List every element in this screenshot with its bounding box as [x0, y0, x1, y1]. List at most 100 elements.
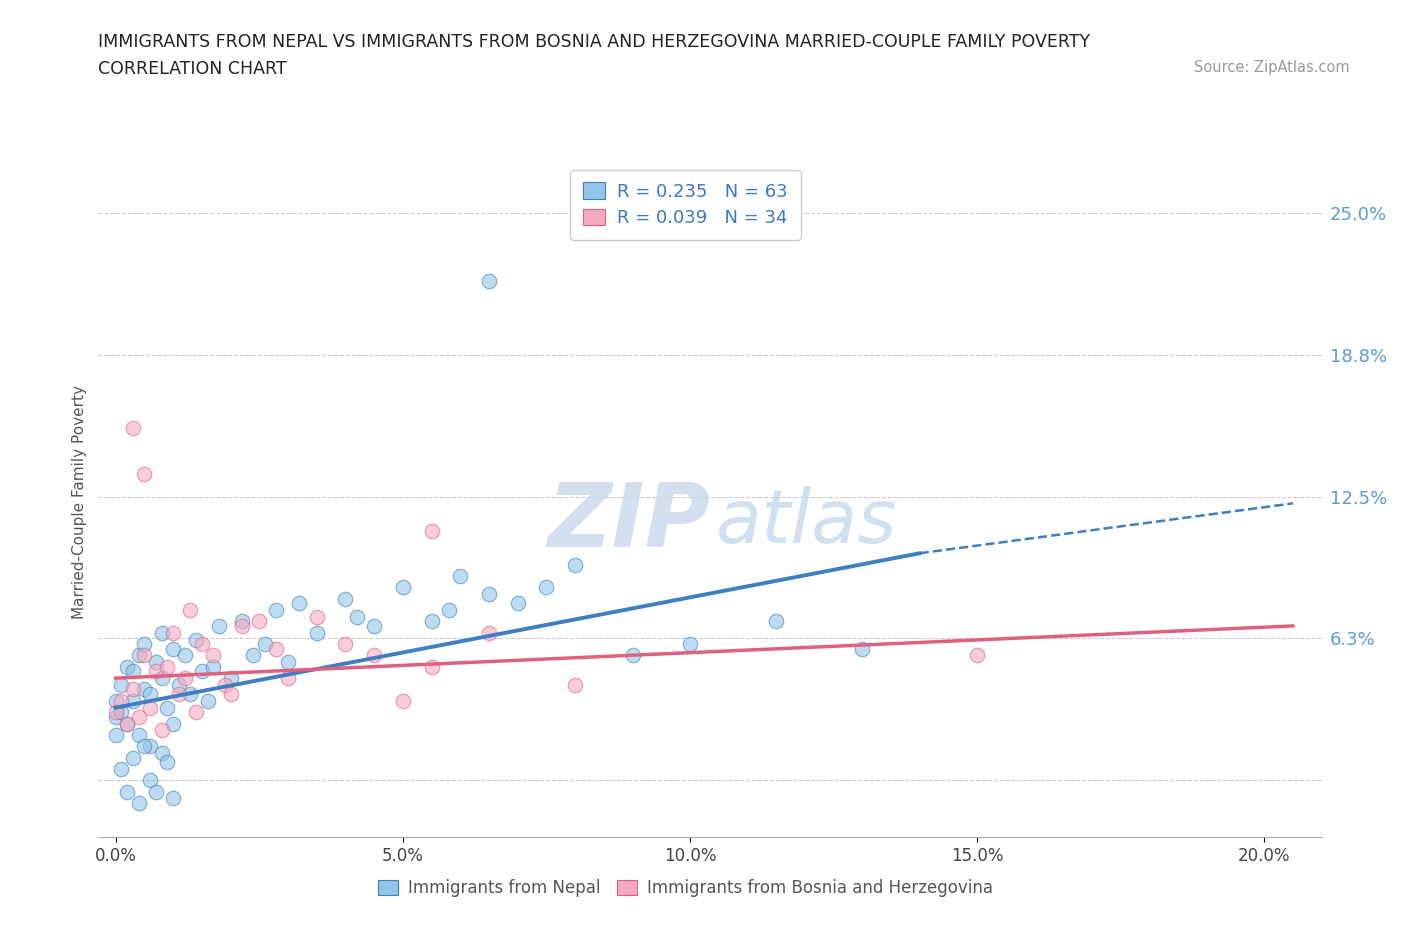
Point [219, 686, 242, 701]
Point [621, 648, 644, 663]
Point [115, 716, 138, 731]
Point [134, 738, 156, 753]
Point [122, 694, 145, 709]
Point [564, 557, 586, 572]
Point [128, 727, 150, 742]
Point [202, 659, 225, 674]
Point [115, 716, 138, 731]
Point [266, 641, 288, 656]
Point [346, 609, 368, 624]
Point [110, 705, 132, 720]
Point [134, 637, 156, 652]
Point [231, 614, 253, 629]
Point [179, 603, 201, 618]
Point [478, 625, 501, 640]
Point [851, 641, 873, 656]
Point [122, 664, 145, 679]
Point [150, 671, 173, 685]
Point [184, 705, 207, 720]
Point [391, 580, 413, 595]
Point [173, 671, 195, 685]
Point [167, 686, 190, 701]
Point [363, 618, 385, 633]
Point [277, 655, 299, 670]
Point [128, 648, 150, 663]
Point [162, 625, 184, 640]
Point [167, 677, 190, 692]
Point [150, 723, 173, 737]
Point [139, 738, 162, 753]
Point [128, 795, 150, 810]
Point [139, 700, 162, 715]
Point [162, 716, 184, 731]
Point [179, 686, 201, 701]
Point [139, 686, 162, 701]
Text: CORRELATION CHART: CORRELATION CHART [98, 60, 287, 78]
Point [145, 664, 167, 679]
Point [420, 614, 443, 629]
Y-axis label: Married-Couple Family Poverty: Married-Couple Family Poverty [72, 385, 87, 619]
Point [564, 677, 586, 692]
Point [150, 746, 173, 761]
Text: ZIP: ZIP [547, 479, 710, 565]
Point [104, 705, 127, 720]
Point [437, 603, 460, 618]
Point [156, 700, 179, 715]
Point [134, 466, 156, 481]
Point [679, 637, 702, 652]
Legend: Immigrants from Nepal, Immigrants from Bosnia and Herzegovina: Immigrants from Nepal, Immigrants from B… [370, 871, 1001, 906]
Point [184, 632, 207, 647]
Point [191, 664, 214, 679]
Point [231, 618, 253, 633]
Point [110, 677, 132, 692]
Point [104, 727, 127, 742]
Point [110, 762, 132, 777]
Point [122, 751, 145, 765]
Point [128, 710, 150, 724]
Point [134, 648, 156, 663]
Text: IMMIGRANTS FROM NEPAL VS IMMIGRANTS FROM BOSNIA AND HERZEGOVINA MARRIED-COUPLE F: IMMIGRANTS FROM NEPAL VS IMMIGRANTS FROM… [98, 33, 1091, 50]
Point [266, 603, 288, 618]
Point [420, 659, 443, 674]
Point [478, 587, 501, 602]
Point [335, 637, 357, 652]
Point [247, 614, 270, 629]
Point [536, 580, 558, 595]
Point [162, 791, 184, 806]
Point [145, 655, 167, 670]
Point [145, 784, 167, 799]
Point [104, 710, 127, 724]
Point [219, 671, 242, 685]
Point [191, 637, 214, 652]
Point [173, 648, 195, 663]
Text: Source: ZipAtlas.com: Source: ZipAtlas.com [1194, 60, 1350, 75]
Point [115, 784, 138, 799]
Point [765, 614, 787, 629]
Point [134, 682, 156, 697]
Point [202, 648, 225, 663]
Point [277, 671, 299, 685]
Point [104, 694, 127, 709]
Point [335, 591, 357, 606]
Point [305, 609, 328, 624]
Point [156, 659, 179, 674]
Point [115, 659, 138, 674]
Point [420, 524, 443, 538]
Point [162, 641, 184, 656]
Point [253, 637, 276, 652]
Text: atlas: atlas [716, 486, 897, 558]
Point [197, 694, 219, 709]
Point [478, 273, 501, 288]
Point [305, 625, 328, 640]
Point [449, 568, 471, 583]
Point [122, 682, 145, 697]
Point [122, 421, 145, 436]
Point [391, 694, 413, 709]
Point [156, 754, 179, 769]
Point [288, 596, 311, 611]
Point [242, 648, 264, 663]
Point [208, 618, 231, 633]
Point [110, 694, 132, 709]
Point [966, 648, 988, 663]
Point [214, 677, 236, 692]
